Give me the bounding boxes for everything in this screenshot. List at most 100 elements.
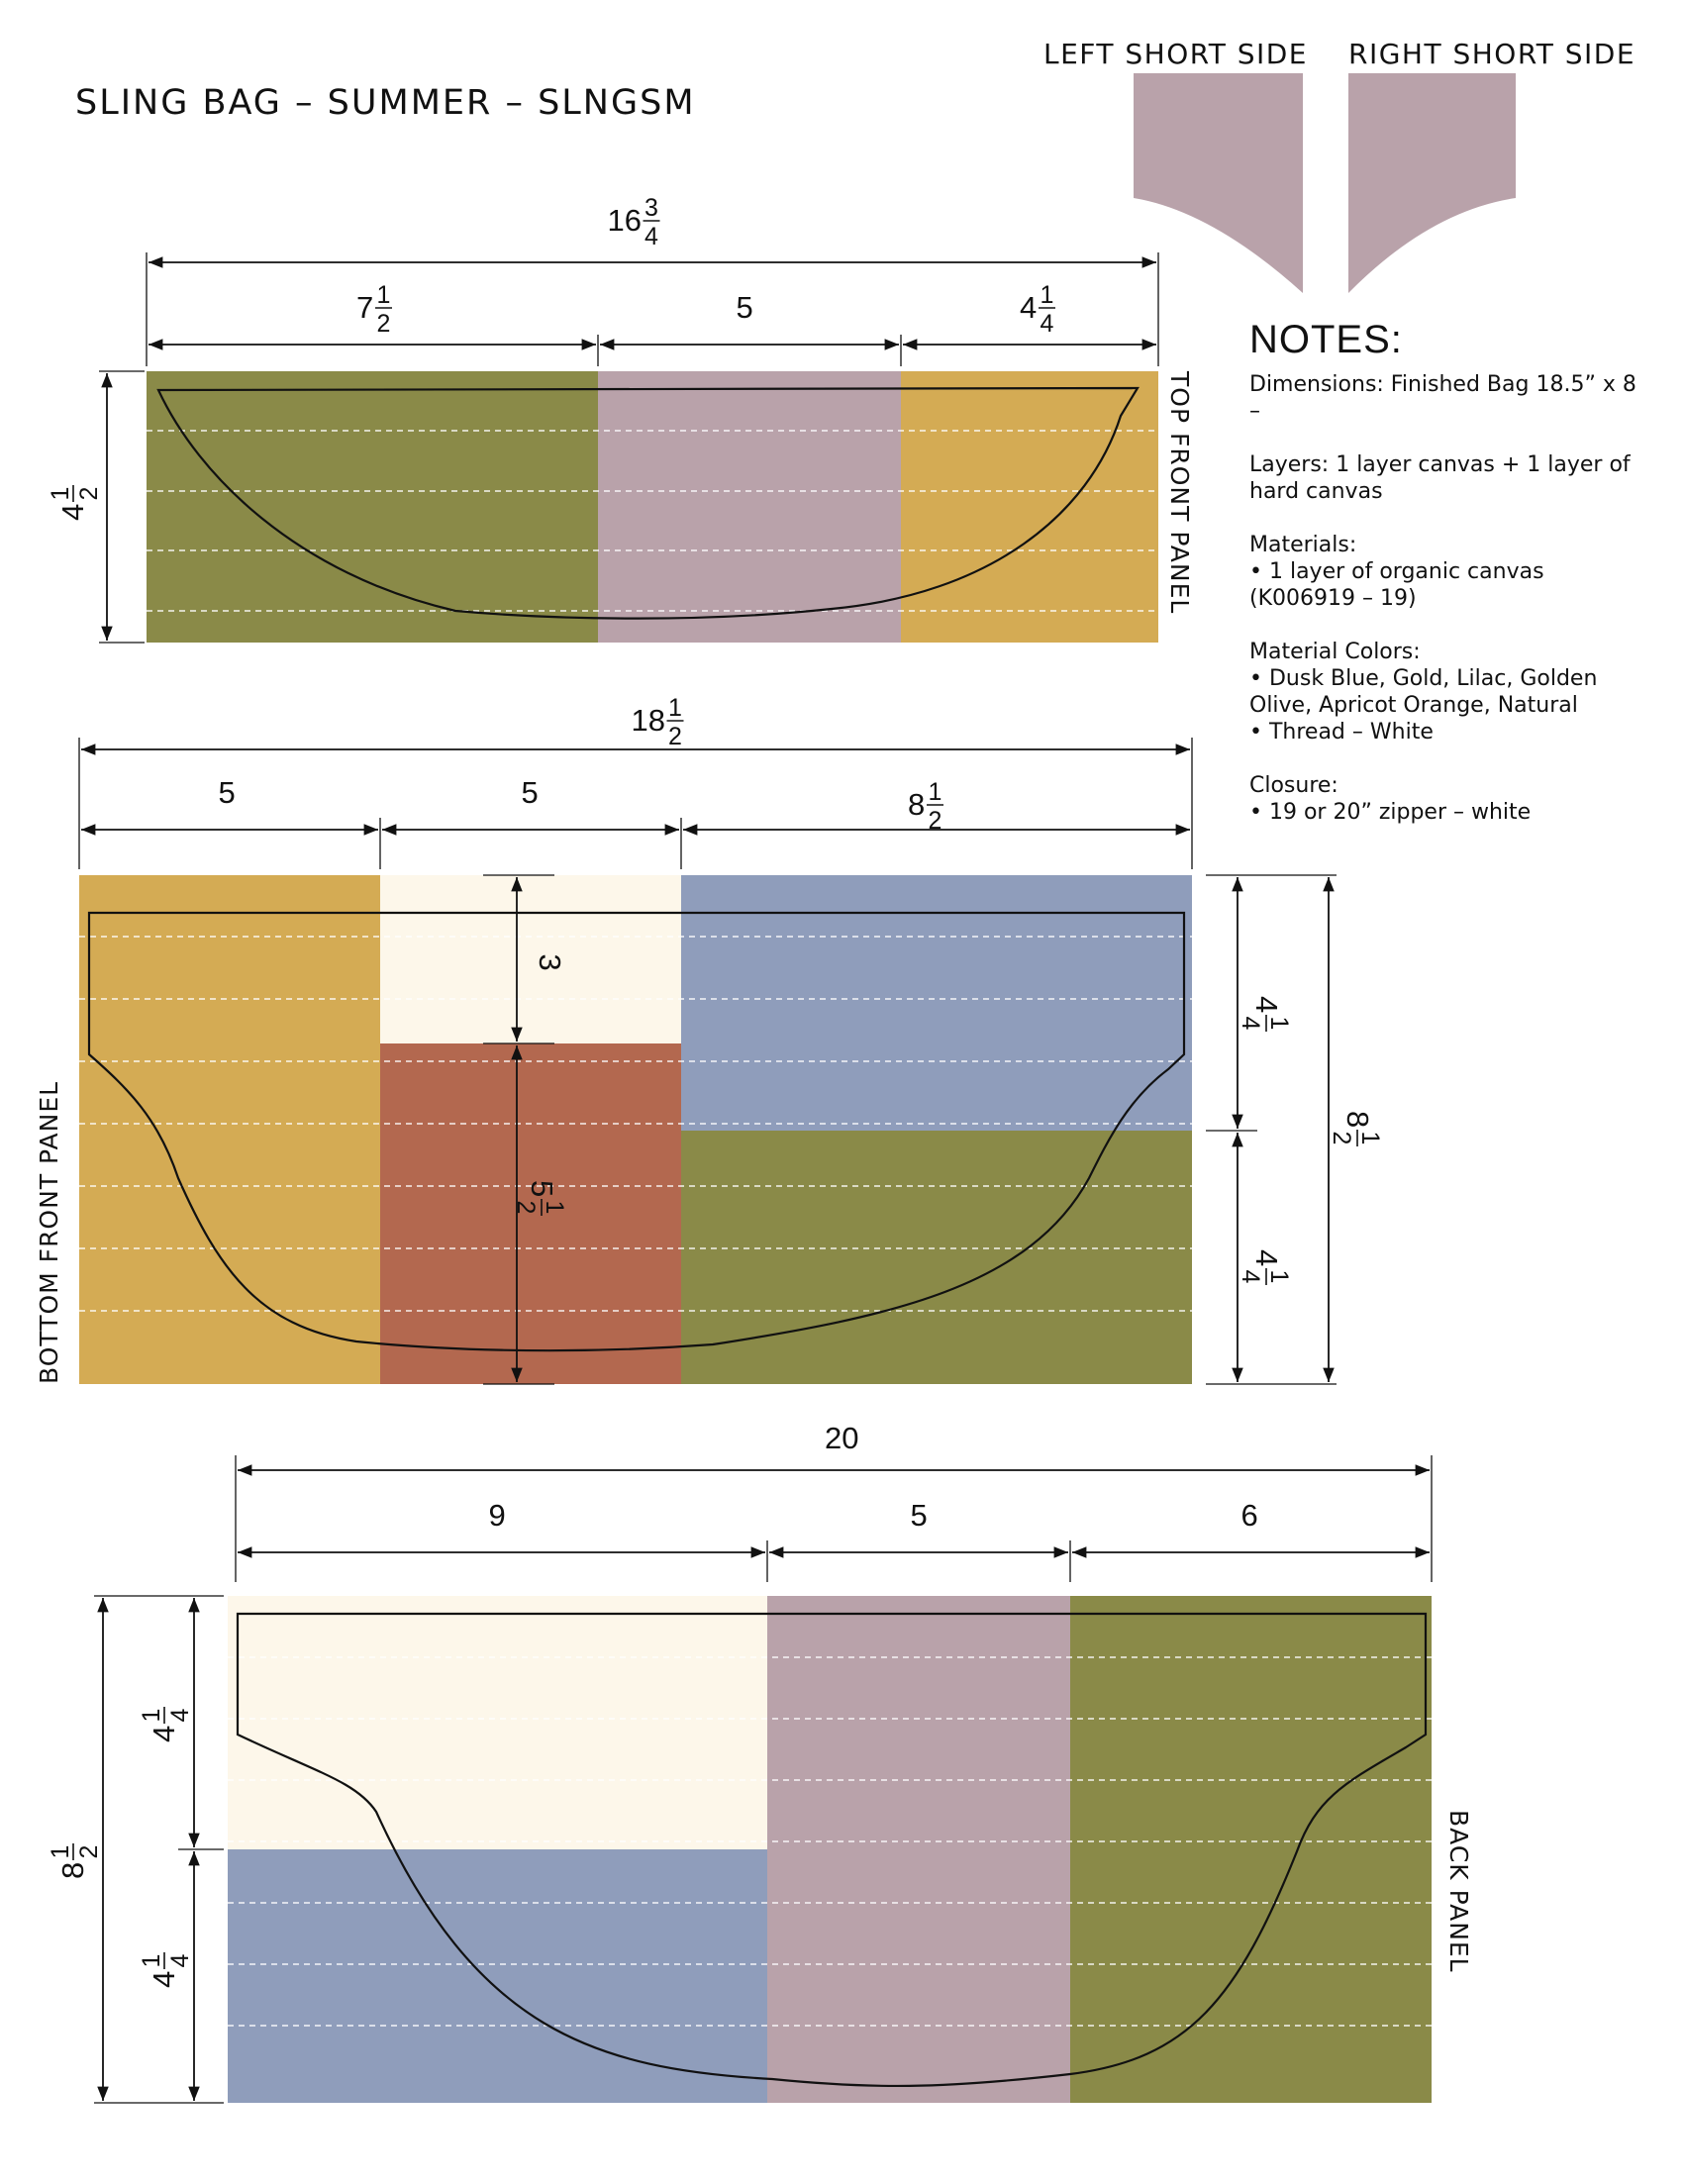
back-total-height-label: 8 1 2 (47, 1843, 103, 1879)
dimension-denominator: 4 (166, 1953, 194, 1967)
notes-line: – (1249, 399, 1260, 424)
dimension-denominator: 2 (668, 723, 682, 750)
left-short-side-piece (1134, 73, 1303, 293)
bottom-front-inner-height-2-label: 5 12 (512, 1180, 568, 1216)
top-front-panel (147, 371, 1158, 643)
notes-heading: NOTES: (1249, 318, 1403, 361)
dimension-numerator: 1 (377, 281, 391, 309)
dimension-numerator: 1 (1356, 1132, 1384, 1145)
dimension-numerator: 1 (1265, 1017, 1293, 1031)
top-front-segment-3-label: 4 14 (1020, 281, 1055, 338)
notes-line: • 19 or 20” zipper – white (1249, 800, 1532, 825)
dimension-numerator: 1 (138, 1709, 165, 1723)
notes-layers: Layers: 1 layer canvas + 1 layer of hard… (1249, 451, 1665, 505)
dimension-numerator: 1 (138, 1954, 165, 1968)
dimension-whole: 4 (147, 1726, 181, 1742)
dimension-numerator: 3 (644, 194, 658, 222)
notes-material-colors: Material Colors: • Dusk Blue, Gold, Lila… (1249, 639, 1665, 745)
dimension-denominator: 4 (1237, 1270, 1264, 1284)
right-short-side-label: RIGHT SHORT SIDE (1348, 38, 1636, 70)
top-front-height-label: 4 1 2 (47, 485, 103, 521)
dimension-numerator: 1 (668, 694, 682, 722)
dimension-whole: 18 (632, 703, 665, 738)
back-segment-2-label: 5 (911, 1498, 928, 1533)
bottom-front-right-height-2-label: 414 (1237, 1249, 1293, 1285)
notes-closure: Closure: • 19 or 20” zipper – white (1249, 772, 1665, 826)
notes-materials: Materials: • 1 layer of organic canvas (… (1249, 532, 1665, 612)
top-front-olive-block (147, 371, 598, 643)
notes-line: (K006919 – 19) (1249, 586, 1417, 611)
dimension-denominator: 4 (1237, 1017, 1264, 1031)
bottom-front-total-height-label: 8 12 (1328, 1111, 1384, 1146)
back-panel-label: BACK PANEL (1444, 1810, 1473, 1973)
notes-dimensions: Dimensions: Finished Bag 18.5” x 8 – (1249, 371, 1665, 425)
top-front-cut-outline (156, 386, 1140, 620)
back-dusk-blue-block (228, 1849, 767, 2103)
dimension-whole: 5 (911, 1498, 928, 1533)
bottom-front-right-height-1-label: 414 (1237, 996, 1293, 1032)
notes-line: Closure: (1249, 773, 1338, 798)
top-front-gold-block (901, 371, 1158, 643)
dimension-whole: 4 (147, 1971, 181, 1988)
bottom-front-inner-height-1-label: 3 (533, 954, 567, 971)
dimension-whole: 5 (522, 775, 539, 810)
dimension-numerator: 1 (541, 1201, 568, 1215)
bottom-front-total-width-label: 18 12 (632, 694, 684, 750)
bottom-front-gold-block (79, 875, 380, 1384)
dimension-denominator: 2 (377, 310, 391, 338)
dimension-whole: 3 (533, 954, 567, 971)
notes-line: Materials: (1249, 533, 1357, 557)
dimension-numerator: 1 (1265, 1270, 1293, 1284)
dimension-whole: 4 (55, 504, 90, 521)
bottom-front-segment-1-label: 5 (219, 775, 236, 810)
back-natural-block (228, 1596, 767, 1849)
top-front-lilac-block (598, 371, 901, 643)
bottom-front-panel (79, 875, 1192, 1384)
dimension-numerator: 1 (47, 1845, 74, 1859)
bottom-front-dusk-blue-block (681, 875, 1192, 1131)
dimension-whole: 8 (55, 1862, 90, 1879)
notes-line: Layers: 1 layer canvas + 1 layer of (1249, 452, 1631, 477)
dimension-denominator: 2 (929, 807, 942, 835)
dimension-denominator: 2 (512, 1201, 540, 1215)
bottom-front-cut-outline (87, 911, 1186, 1352)
dimension-denominator: 2 (1328, 1132, 1355, 1145)
dimension-whole: 8 (908, 787, 925, 822)
bottom-front-natural-block (380, 875, 681, 1043)
notes-line: • Thread – White (1249, 720, 1434, 745)
bottom-front-olive-block (681, 1131, 1192, 1384)
dimension-denominator: 4 (644, 223, 658, 250)
back-left-height-2-label: 41 4 (138, 1952, 194, 1988)
notes-line: Dimensions: Finished Bag 18.5” x 8 (1249, 372, 1636, 397)
bottom-front-panel-label: BOTTOM FRONT PANEL (35, 1081, 63, 1384)
dimension-numerator: 1 (1041, 281, 1054, 309)
back-cut-outline (236, 1612, 1428, 2088)
dimension-whole: 16 (608, 203, 642, 238)
back-segment-1-label: 9 (489, 1498, 506, 1533)
dimension-denominator: 2 (75, 1845, 103, 1859)
dimension-numerator: 1 (929, 778, 942, 806)
notes-panel: NOTES: Dimensions: Finished Bag 18.5” x … (1249, 318, 1665, 852)
back-panel (228, 1596, 1432, 2103)
top-front-segment-1-label: 7 12 (356, 281, 392, 338)
top-front-panel-label: TOP FRONT PANEL (1165, 370, 1194, 614)
back-segment-3-label: 6 (1241, 1498, 1258, 1533)
notes-line: Olive, Apricot Orange, Natural (1249, 693, 1578, 718)
dimension-whole: 7 (356, 290, 373, 325)
right-short-side-piece (1348, 73, 1516, 293)
notes-line: • 1 layer of organic canvas (1249, 559, 1544, 584)
notes-line: • Dusk Blue, Gold, Lilac, Golden (1249, 666, 1598, 691)
back-left-height-1-label: 41 4 (138, 1707, 194, 1742)
dimension-numerator: 1 (47, 487, 74, 501)
dimension-whole: 4 (1249, 1249, 1284, 1266)
bottom-front-segment-3-label: 8 12 (908, 778, 943, 835)
dimension-whole: 5 (525, 1180, 559, 1197)
dimension-whole: 5 (219, 775, 236, 810)
page-title: SLING BAG – SUMMER – SLNGSM (75, 83, 696, 123)
dimension-whole: 5 (737, 290, 753, 325)
notes-line: hard canvas (1249, 479, 1383, 504)
notes-line: Material Colors: (1249, 640, 1421, 664)
top-front-total-width-label: 16 34 (608, 194, 660, 250)
bottom-front-segment-2-label: 5 (522, 775, 539, 810)
bottom-front-apricot-block (380, 1043, 681, 1384)
